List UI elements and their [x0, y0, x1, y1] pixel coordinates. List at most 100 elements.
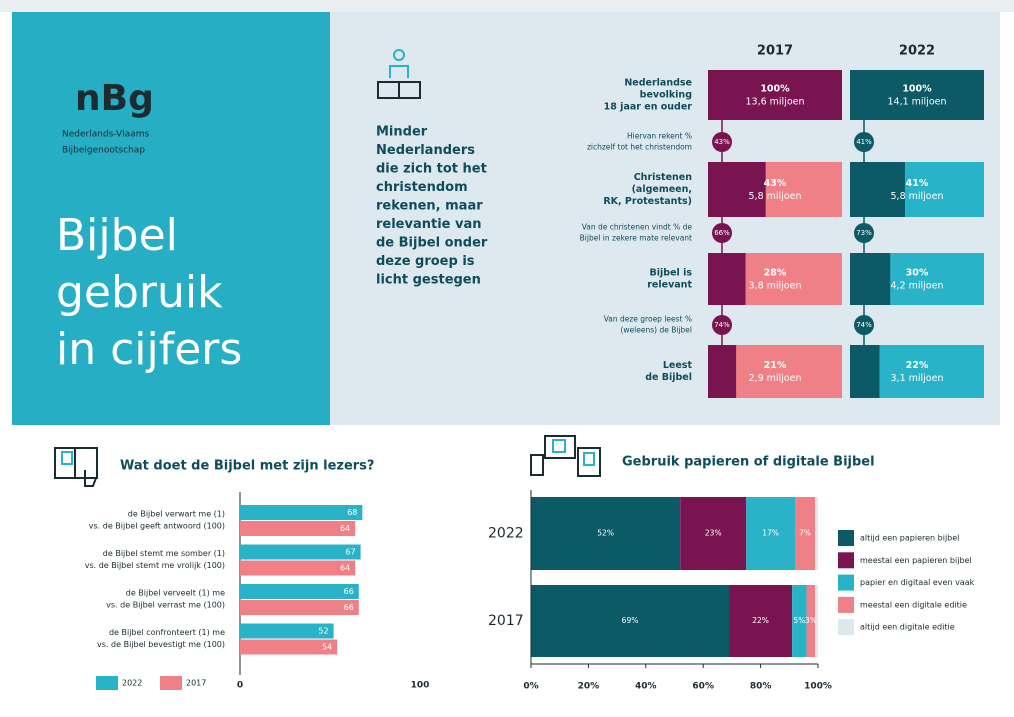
row-label: Bijbel is [650, 268, 693, 279]
legend-swatch [838, 530, 854, 546]
bar-value: 64 [340, 524, 350, 533]
segment-label: 7% [799, 529, 811, 538]
summary-line: die zich tot het [376, 162, 487, 177]
bar [240, 560, 356, 576]
category-label: vs. de Bijbel stemt me vrolijk (100) [85, 561, 225, 570]
bar-value: 43% [764, 178, 787, 189]
chart-title: Wat doet de Bijbel met zijn lezers? [120, 459, 374, 474]
segment-label: 23% [705, 529, 722, 538]
row-label: Leest [663, 360, 693, 371]
x-tick-label: 0% [523, 682, 538, 692]
segment-label: 5% [793, 616, 805, 625]
summary-line: Minder [376, 125, 428, 140]
legend-label: meestal een papieren bijbel [860, 556, 972, 565]
x-tick-label: 100% [804, 682, 832, 692]
bar-value: 21% [764, 360, 787, 371]
segment [746, 497, 796, 570]
reader-icon [377, 49, 421, 99]
bar-value: 68 [347, 508, 357, 517]
segment-label: 3% [805, 616, 817, 625]
segment [531, 585, 730, 657]
step-value: 43% [714, 138, 730, 146]
bar-count: 4,2 miljoen [891, 281, 944, 292]
segment-label: 52% [597, 529, 614, 538]
main-title: in cijfers [56, 324, 242, 375]
legend-swatch [838, 552, 854, 569]
bar-value: 28% [764, 268, 787, 279]
summary-line: de Bijbel onder [376, 236, 488, 251]
summary-line: christendom [376, 180, 468, 195]
segment [792, 585, 807, 657]
step-label: Bijbel in zekere mate relevant [580, 234, 692, 243]
x-tick-label: 20% [578, 682, 600, 692]
segment-label: 22% [752, 616, 769, 625]
step-label: (weleens) de Bijbel [621, 326, 693, 335]
top-strip [0, 0, 1014, 12]
legend-swatch [838, 619, 854, 636]
legend-label: meestal een digitale editie [860, 600, 967, 609]
bar-count: 13,6 miljoen [745, 97, 804, 108]
year-label: 2017 [757, 44, 793, 59]
logo: nBg [75, 78, 154, 119]
row-label: 18 jaar en ouder [604, 102, 693, 113]
segment-label: 17% [762, 529, 779, 538]
bar [850, 162, 905, 217]
segment [531, 497, 681, 570]
row-label: de Bijbel [645, 372, 692, 383]
category-label: 2017 [488, 613, 524, 629]
row-label: Nederlandse [624, 78, 692, 89]
bar-value: 22% [906, 360, 929, 371]
bar [850, 253, 891, 305]
legend-label: 2022 [122, 679, 142, 688]
step-circle [854, 132, 874, 152]
bar [850, 345, 880, 398]
bar-value: 64 [340, 564, 350, 573]
category-label: de Bijbel confronteert (1) me [109, 628, 225, 637]
row-label: (algemeen, [632, 184, 692, 195]
bar-count: 5,8 miljoen [891, 191, 944, 202]
bar [708, 253, 746, 305]
bar-count: 3,8 miljoen [749, 281, 802, 292]
summary-line: Nederlanders [376, 143, 475, 158]
bar [240, 623, 334, 639]
bar [240, 521, 356, 536]
step-value: 41% [856, 138, 872, 146]
legend-swatch [160, 676, 182, 690]
bar-value: 66 [344, 587, 354, 596]
bar-value: 30% [906, 268, 929, 279]
legend-swatch [838, 596, 854, 613]
bar [708, 162, 766, 217]
segment [680, 497, 747, 570]
category-label: vs. de Bijbel verrast me (100) [106, 601, 225, 610]
step-value: 73% [856, 229, 872, 237]
legend-swatch [838, 574, 854, 591]
bar-value: 100% [902, 84, 932, 95]
bar-value: 100% [760, 84, 790, 95]
legend-swatch [96, 676, 118, 690]
category-label: vs. de Bijbel geeft antwoord (100) [89, 522, 225, 531]
bar [240, 584, 359, 599]
step-circle [712, 315, 732, 335]
step-label: Van deze groep leest % [604, 315, 692, 324]
legend-label: altijd een papieren bijbel [860, 534, 959, 543]
book-hand-icon [54, 447, 98, 487]
step-value: 66% [714, 229, 730, 237]
step-circle [854, 315, 874, 335]
step-value: 74% [714, 321, 730, 329]
category-label: de Bijbel stemt me somber (1) [103, 549, 225, 558]
chart-title: Gebruik papieren of digitale Bijbel [622, 455, 875, 470]
segment [729, 585, 793, 657]
bar [708, 345, 737, 398]
bar [240, 505, 363, 520]
step-circle [854, 223, 874, 243]
category-label: de Bijbel verveelt (1) me [126, 589, 225, 598]
segment-label: 69% [622, 616, 639, 625]
bar-count: 5,8 miljoen [749, 191, 802, 202]
bar-value: 54 [322, 643, 332, 652]
legend-label: papier en digitaal even vaak [860, 578, 975, 587]
x-tick-label: 0 [237, 681, 243, 691]
segment [795, 497, 816, 570]
legend-label: altijd een digitale editie [860, 623, 955, 632]
year-label: 2022 [899, 44, 935, 59]
summary-line: relevantie van [376, 217, 482, 232]
